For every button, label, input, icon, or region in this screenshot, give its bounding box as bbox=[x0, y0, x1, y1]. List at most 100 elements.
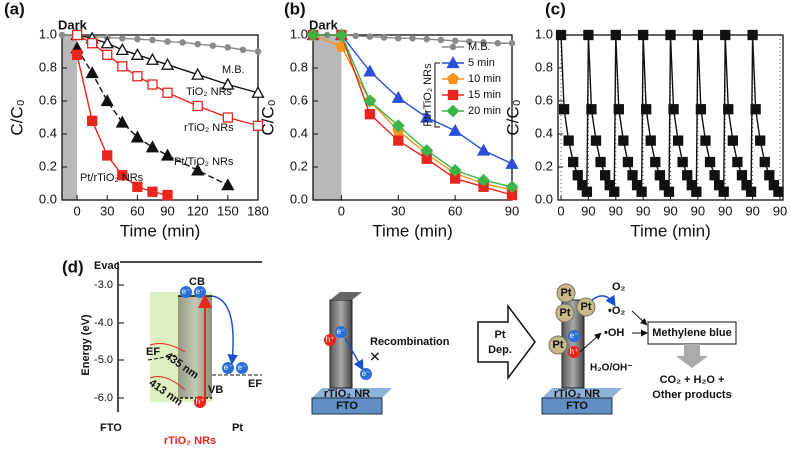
point bbox=[773, 186, 784, 197]
series-label: Pt/TiO₂ NRs bbox=[174, 156, 234, 168]
electron-label: e⁻ bbox=[196, 287, 205, 296]
point bbox=[100, 36, 114, 49]
hole-label: h⁺ bbox=[196, 397, 205, 406]
point bbox=[420, 110, 434, 123]
species-label: •OH bbox=[604, 327, 624, 339]
point bbox=[466, 38, 473, 45]
y-tick-label: 0.6 bbox=[290, 92, 308, 107]
pt-particle bbox=[556, 283, 576, 303]
point bbox=[572, 170, 583, 181]
point bbox=[663, 186, 675, 197]
point bbox=[191, 67, 205, 80]
chart: (c) 0.0 0.2 0.4 0.6 0.8 1.0 0 90 90 90 90 90 90 90 90 Ti… bbox=[503, 0, 787, 240]
x-tick-label: 60 bbox=[448, 203, 462, 218]
point bbox=[102, 150, 113, 161]
point bbox=[583, 29, 594, 41]
series-label: M.B. bbox=[222, 64, 245, 76]
point bbox=[650, 156, 661, 168]
point bbox=[764, 170, 775, 181]
point bbox=[363, 64, 377, 77]
point bbox=[191, 163, 205, 176]
point bbox=[622, 156, 634, 168]
point bbox=[448, 163, 462, 177]
point bbox=[179, 39, 186, 46]
legend-marker bbox=[449, 43, 457, 51]
point bbox=[252, 120, 264, 131]
point bbox=[366, 33, 374, 40]
point bbox=[132, 71, 143, 82]
point bbox=[563, 135, 574, 146]
point bbox=[595, 156, 606, 168]
hole-label: h⁺ bbox=[570, 347, 579, 356]
point bbox=[147, 79, 158, 90]
point bbox=[117, 170, 128, 181]
nanorod-label: rTiO₂ NR bbox=[554, 388, 600, 400]
pt-label: Pt bbox=[560, 307, 571, 319]
diagram: (d) Evac -3.0 -4.0 -5.0 -6.0 Energy (eV)… bbox=[62, 257, 737, 447]
x-tick-label: 90 bbox=[581, 203, 595, 218]
point bbox=[610, 29, 621, 41]
point bbox=[736, 170, 748, 181]
ef-label: EF bbox=[146, 346, 160, 358]
electron-label: e⁻ bbox=[570, 331, 579, 340]
electron bbox=[568, 330, 580, 342]
point bbox=[494, 40, 502, 47]
x-tick-label: 30 bbox=[100, 203, 114, 218]
electron bbox=[180, 286, 192, 298]
product-label: CO₂ + H₂O + bbox=[660, 374, 725, 386]
point bbox=[85, 66, 99, 79]
x-tick-label: 90 bbox=[636, 203, 650, 218]
point bbox=[194, 40, 201, 48]
point bbox=[645, 135, 656, 146]
panel-label: (a) bbox=[4, 0, 25, 18]
point bbox=[618, 135, 629, 146]
point bbox=[476, 143, 491, 156]
series-line bbox=[76, 34, 259, 127]
y-axis-label: C/C₀ bbox=[503, 99, 522, 135]
point bbox=[692, 29, 704, 41]
point bbox=[132, 181, 143, 192]
legend-label: 15 min bbox=[468, 89, 501, 101]
x-tick-label: 150 bbox=[217, 203, 239, 218]
series-line bbox=[313, 34, 513, 165]
point bbox=[747, 29, 758, 41]
series-label: TiO₂ NRs bbox=[186, 86, 233, 98]
material-label: FTO bbox=[100, 422, 122, 434]
legend-title: Pt/rTiO₂ NRs bbox=[422, 63, 434, 127]
x-tick-label: 30 bbox=[391, 203, 405, 218]
point bbox=[508, 40, 516, 47]
point bbox=[590, 135, 602, 146]
legend-marker bbox=[447, 72, 459, 85]
fto-substrate-top bbox=[312, 388, 392, 398]
point bbox=[665, 29, 676, 41]
point bbox=[162, 189, 173, 201]
dark-region bbox=[313, 35, 342, 200]
x-tick-label: 90 bbox=[609, 203, 623, 218]
recombination-label: Recombination bbox=[370, 336, 450, 348]
y-tick-label: 0.8 bbox=[290, 59, 308, 74]
point bbox=[130, 130, 144, 143]
series-line bbox=[76, 34, 259, 94]
point bbox=[395, 35, 402, 42]
point bbox=[221, 77, 235, 90]
x-axis-label: Time (min) bbox=[630, 221, 711, 240]
legend-label: 20 min bbox=[468, 105, 501, 117]
energy-tick-label: -6.0 bbox=[94, 392, 113, 404]
x-tick-label: 90 bbox=[745, 203, 759, 218]
point bbox=[160, 57, 175, 70]
point bbox=[723, 104, 734, 115]
defect-state bbox=[149, 376, 186, 391]
x-tick-label: 0 bbox=[557, 203, 564, 218]
hole bbox=[324, 334, 336, 346]
material-label: Pt bbox=[232, 422, 243, 434]
species-label: •O₂ bbox=[608, 305, 625, 317]
series-label: rTiO₂ NRs bbox=[184, 122, 234, 134]
chart: Dark(b) 0.0 0.2 0.4 0.6 0.8 1.0 0 30 60 90 Time (mi… bbox=[258, 0, 519, 240]
point bbox=[380, 34, 388, 41]
transfer-arrow bbox=[344, 337, 364, 371]
y-tick-label: 0.2 bbox=[535, 158, 553, 173]
target-label: Methylene blue bbox=[652, 327, 731, 339]
point bbox=[117, 61, 128, 72]
point bbox=[750, 104, 761, 115]
